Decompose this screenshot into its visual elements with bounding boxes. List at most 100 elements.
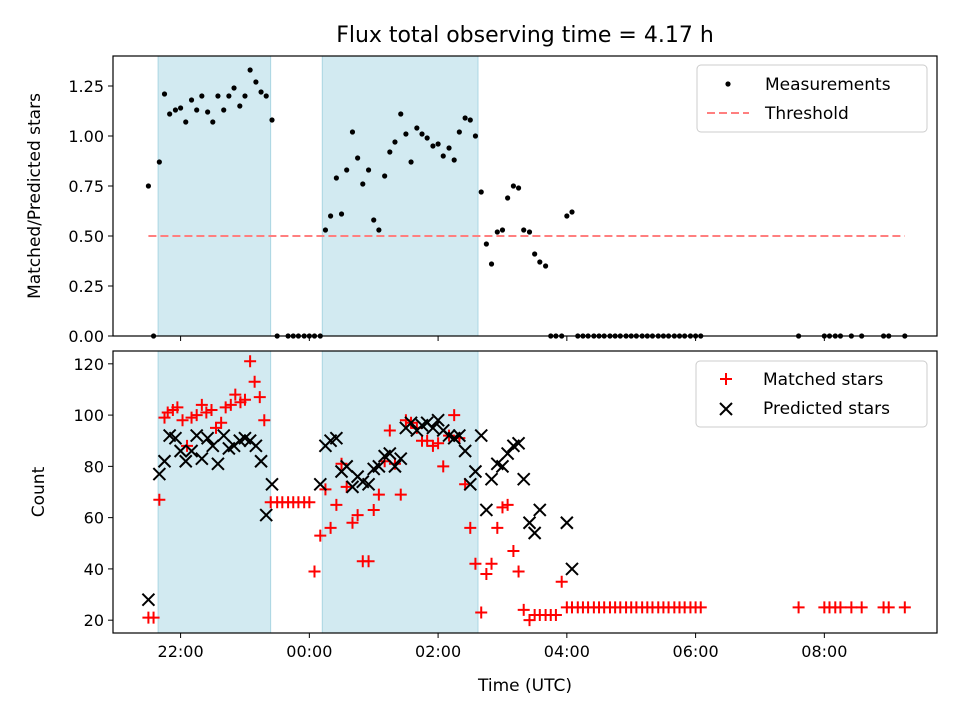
measurement-point	[537, 259, 543, 265]
predicted-star-point	[217, 428, 231, 443]
matched-star-point	[161, 406, 174, 419]
matched-star-point	[855, 601, 868, 614]
matched-star-point	[147, 611, 160, 624]
y-tick-label: 20	[84, 611, 104, 630]
ratio-panel: Flux total observing time = 4.17 h Match…	[25, 23, 938, 346]
matched-star-point	[469, 557, 482, 570]
measurement-point	[392, 139, 398, 145]
matched-star-point	[205, 403, 218, 416]
x-axis-ticks	[180, 336, 825, 341]
measurement-point	[360, 181, 366, 187]
predicted-star-point	[463, 477, 477, 492]
predicted-star-point	[500, 446, 515, 461]
predicted-star-point	[404, 416, 418, 430]
predicted-star-point	[157, 454, 172, 468]
predicted-star-point	[152, 467, 167, 481]
matched-star-point	[394, 488, 407, 501]
legend: Matched stars Predicted stars	[695, 360, 928, 428]
predicted-star-point	[189, 428, 204, 443]
x-axis-label: Time (UTC)	[477, 676, 572, 696]
observing-spans	[157, 55, 479, 337]
y-axis-label-ratio: Matched/Predicted stars	[25, 93, 45, 299]
measurement-point	[344, 167, 350, 173]
y-tick-label: 1.00	[68, 127, 104, 146]
predicted-star-point	[211, 457, 225, 471]
matched-star-point	[153, 493, 166, 506]
x-tick-label: 02:00	[415, 642, 461, 661]
y-tick-label: 80	[84, 457, 104, 476]
measurement-point	[258, 89, 264, 95]
x-tick-label: 00:00	[286, 642, 332, 661]
matched-star-point	[258, 414, 271, 427]
measurement-point	[210, 119, 216, 125]
measurement-point	[564, 213, 570, 219]
measurement-point	[333, 175, 339, 181]
matched-star-point	[555, 575, 568, 588]
legend-label: Matched stars	[763, 370, 883, 390]
predicted-star-point	[560, 516, 574, 530]
predicted-star-point	[179, 454, 193, 468]
y-tick-label: 40	[84, 560, 104, 579]
measurement-point	[526, 229, 533, 235]
measurement-point	[510, 183, 517, 189]
predicted-star-point	[474, 428, 488, 443]
predicted-star-point	[265, 477, 279, 492]
measurement-point	[221, 107, 227, 113]
matched-star-point	[507, 544, 520, 557]
legend-dot-marker	[725, 81, 731, 87]
shaded-span	[157, 55, 272, 337]
matched-star-point	[351, 509, 364, 522]
predicted-star-point	[394, 451, 408, 466]
matched-star-point	[432, 437, 445, 450]
measurement-point	[231, 85, 237, 91]
legend-label: Measurements	[765, 75, 891, 95]
measurement-point	[161, 91, 168, 97]
matched-star-point	[834, 601, 847, 614]
matched-star-point	[491, 521, 504, 534]
measurement-point	[569, 209, 575, 215]
measurement-point	[403, 131, 409, 137]
measurement-point	[327, 213, 334, 219]
matched-star-point	[308, 565, 321, 578]
predicted-star-point	[565, 562, 579, 576]
matched-star-point	[210, 421, 222, 434]
matched-star-point	[224, 398, 237, 411]
observing-spans	[157, 350, 479, 634]
legend-label: Predicted stars	[763, 399, 890, 419]
matched-star-point	[248, 375, 261, 388]
measurement-point	[322, 227, 329, 233]
predicted-star-point	[339, 459, 354, 474]
matched-star-point	[882, 601, 895, 614]
matched-star-point	[421, 434, 434, 447]
legend-label: Threshold	[764, 104, 849, 124]
matched-star-point	[426, 439, 439, 452]
matched-star-point	[898, 601, 911, 614]
predicted-star-point	[313, 477, 327, 492]
predicted-star-point	[329, 431, 344, 445]
measurement-point	[338, 211, 345, 217]
predicted-star-point	[479, 503, 494, 517]
matched-star-point	[464, 521, 477, 534]
shaded-span	[321, 55, 479, 337]
predicted-star-point	[168, 431, 183, 445]
matched-star-point	[200, 406, 213, 419]
matched-star-point	[314, 529, 327, 542]
measurement-point	[419, 131, 425, 137]
y-tick-label: 100	[73, 406, 104, 425]
measurement-point	[446, 145, 452, 151]
matched-star-point	[694, 601, 707, 614]
predicted-star-point	[517, 472, 531, 486]
measurement-point	[365, 167, 372, 173]
measurement-point	[199, 93, 205, 99]
predicted-star-point	[249, 439, 263, 453]
matched-star-point	[845, 601, 858, 614]
predicted-star-point	[426, 421, 440, 435]
predicted-star-point	[206, 439, 220, 453]
matched-star-point	[437, 460, 450, 473]
legend-plus-marker	[720, 373, 732, 385]
measurement-point	[349, 129, 356, 135]
matched-star-point	[346, 516, 359, 529]
legend-x-marker	[719, 402, 733, 416]
measurement-point	[172, 107, 179, 113]
